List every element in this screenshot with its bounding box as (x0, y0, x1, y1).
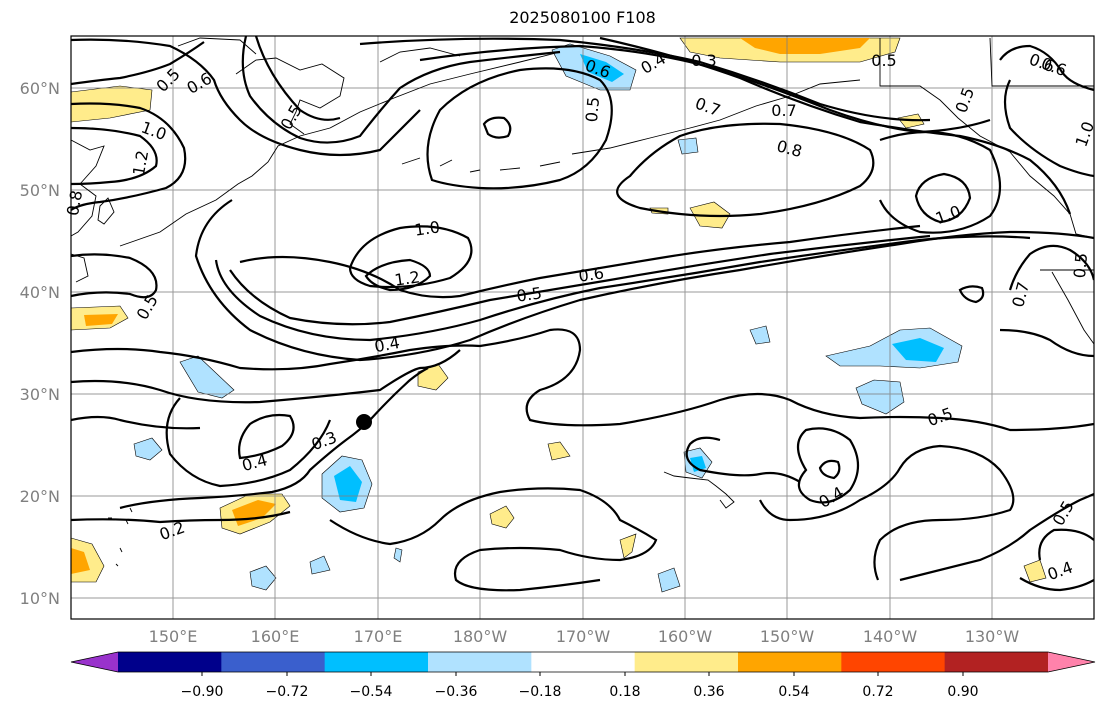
lon-tick-label: 170°W (556, 627, 611, 646)
contour-label: 0.6 (183, 69, 215, 98)
lat-tick-label: 20°N (20, 487, 60, 506)
anomaly-shading (71, 37, 1047, 593)
colorbar-extend-low (71, 652, 118, 672)
negative-patch-s4 (393, 547, 403, 563)
coastlines (71, 37, 1094, 567)
positive-patch-edge-sw-core (71, 548, 90, 574)
positive-patch-c2 (489, 505, 515, 529)
colorbar-tick-label: 0.36 (693, 684, 724, 700)
colorbar-tick-label: −0.72 (266, 684, 309, 700)
negative-patch-ne-core (892, 338, 944, 362)
colorbar: −0.90 −0.72 −0.54 −0.36 −0.18 0.18 0.36 … (70, 651, 1096, 700)
negative-patch-w3 (249, 565, 277, 591)
lon-tick-label: 170°E (354, 627, 403, 646)
positive-patch-c3 (547, 441, 571, 461)
colorbar-tick-labels: −0.90 −0.72 −0.54 −0.36 −0.18 0.18 0.36 … (181, 684, 979, 700)
negative-patch-w2 (133, 437, 163, 461)
colorbar-swatch (221, 652, 326, 672)
contour-label: 0.6 (577, 263, 605, 285)
colorbar-extend-high (1048, 652, 1095, 672)
contour-label: 1.2 (393, 267, 421, 289)
contour-label: 0.8 (775, 136, 805, 161)
negative-patch-n-core (580, 54, 624, 82)
lon-tick-label: 160°E (251, 627, 300, 646)
colorbar-tick-label: 0.90 (947, 684, 978, 700)
contour-label: 0.7 (693, 94, 723, 121)
contour-label: 0.5 (871, 51, 896, 70)
map-gridlines (71, 36, 1094, 619)
positive-patch-north-core (740, 38, 870, 54)
contour-label: 1.2 (129, 149, 152, 177)
contour-label: 0.5 (952, 85, 979, 115)
contour-label: 1.0 (413, 217, 441, 239)
contour-label: 0.5 (925, 404, 955, 431)
colorbar-tick-label: −0.90 (181, 684, 224, 700)
positive-patch-c7 (619, 533, 637, 559)
map-frame (70, 35, 1095, 620)
contour-label: 0.3 (691, 51, 716, 70)
positive-patch-w-core (84, 314, 118, 326)
colorbar-swatch (841, 652, 946, 672)
contour-labels: 0.5 0.6 0.5 1.0 1.2 0.8 0.6 0.4 0.3 0.7 … (63, 49, 1098, 584)
contour-label: 1.0 (933, 202, 963, 229)
colorbar-outline (70, 651, 1096, 673)
negative-patch-h-core (690, 456, 706, 472)
colorbar-swatch (944, 652, 1049, 672)
lat-tick-label: 40°N (20, 283, 60, 302)
lat-axis: 10°N 20°N 30°N 40°N 50°N 60°N (20, 79, 60, 608)
negative-patch-w1 (179, 355, 235, 399)
lon-tick-label: 130°W (965, 627, 1020, 646)
contour-label: 0.4 (1045, 558, 1075, 585)
negative-patch-w4 (309, 555, 331, 575)
colorbar-swatch (428, 652, 532, 672)
negative-patch-s (657, 567, 681, 593)
colorbar-swatch (634, 652, 739, 672)
negative-patch-e (855, 379, 905, 415)
lon-tick-label: 180°W (453, 627, 508, 646)
contour-label: 0.5 (1070, 252, 1091, 279)
lon-tick-label: 150°W (760, 627, 815, 646)
colorbar-swatch (118, 652, 222, 672)
colorbar-swatch (324, 652, 429, 672)
lon-tick-label: 150°E (149, 627, 198, 646)
lat-tick-label: 30°N (20, 385, 60, 404)
contour-label: 0.4 (373, 333, 401, 356)
colorbar-tick-label: −0.54 (350, 684, 393, 700)
colorbar-swatch (738, 652, 842, 672)
contour-label: 0.8 (63, 189, 86, 217)
contour-label: 0.7 (771, 101, 796, 120)
lat-tick-label: 10°N (20, 589, 60, 608)
contour-lines (71, 36, 1094, 592)
colorbar-tick-label: 0.54 (778, 684, 809, 700)
station-marker (356, 414, 372, 430)
colorbar-tick-label: −0.36 (435, 684, 478, 700)
colorbar-tick-label: −0.18 (519, 684, 562, 700)
negative-patch-s2 (749, 325, 771, 345)
contour-label: 0.5 (582, 96, 603, 123)
colorbar-tick-label: 0.72 (862, 684, 893, 700)
lat-tick-label: 50°N (20, 181, 60, 200)
negative-patch-sw-big-core (334, 466, 362, 502)
lon-tick-label: 160°W (658, 627, 713, 646)
contour-label: 0.5 (515, 283, 543, 305)
contour-label: 0.4 (240, 450, 270, 475)
contour-label: 0.4 (815, 483, 847, 512)
lat-tick-label: 60°N (20, 79, 60, 98)
lon-tick-label: 140°W (863, 627, 918, 646)
colorbar-tick-label: 0.18 (609, 684, 640, 700)
positive-patch-c8 (1023, 559, 1047, 583)
lon-axis: 150°E 160°E 170°E 180°W 170°W 160°W 150°… (149, 627, 1020, 646)
map-title: 2025080100 F108 (509, 8, 656, 27)
negative-patch-s3 (677, 137, 699, 155)
colorbar-swatch (531, 652, 636, 672)
